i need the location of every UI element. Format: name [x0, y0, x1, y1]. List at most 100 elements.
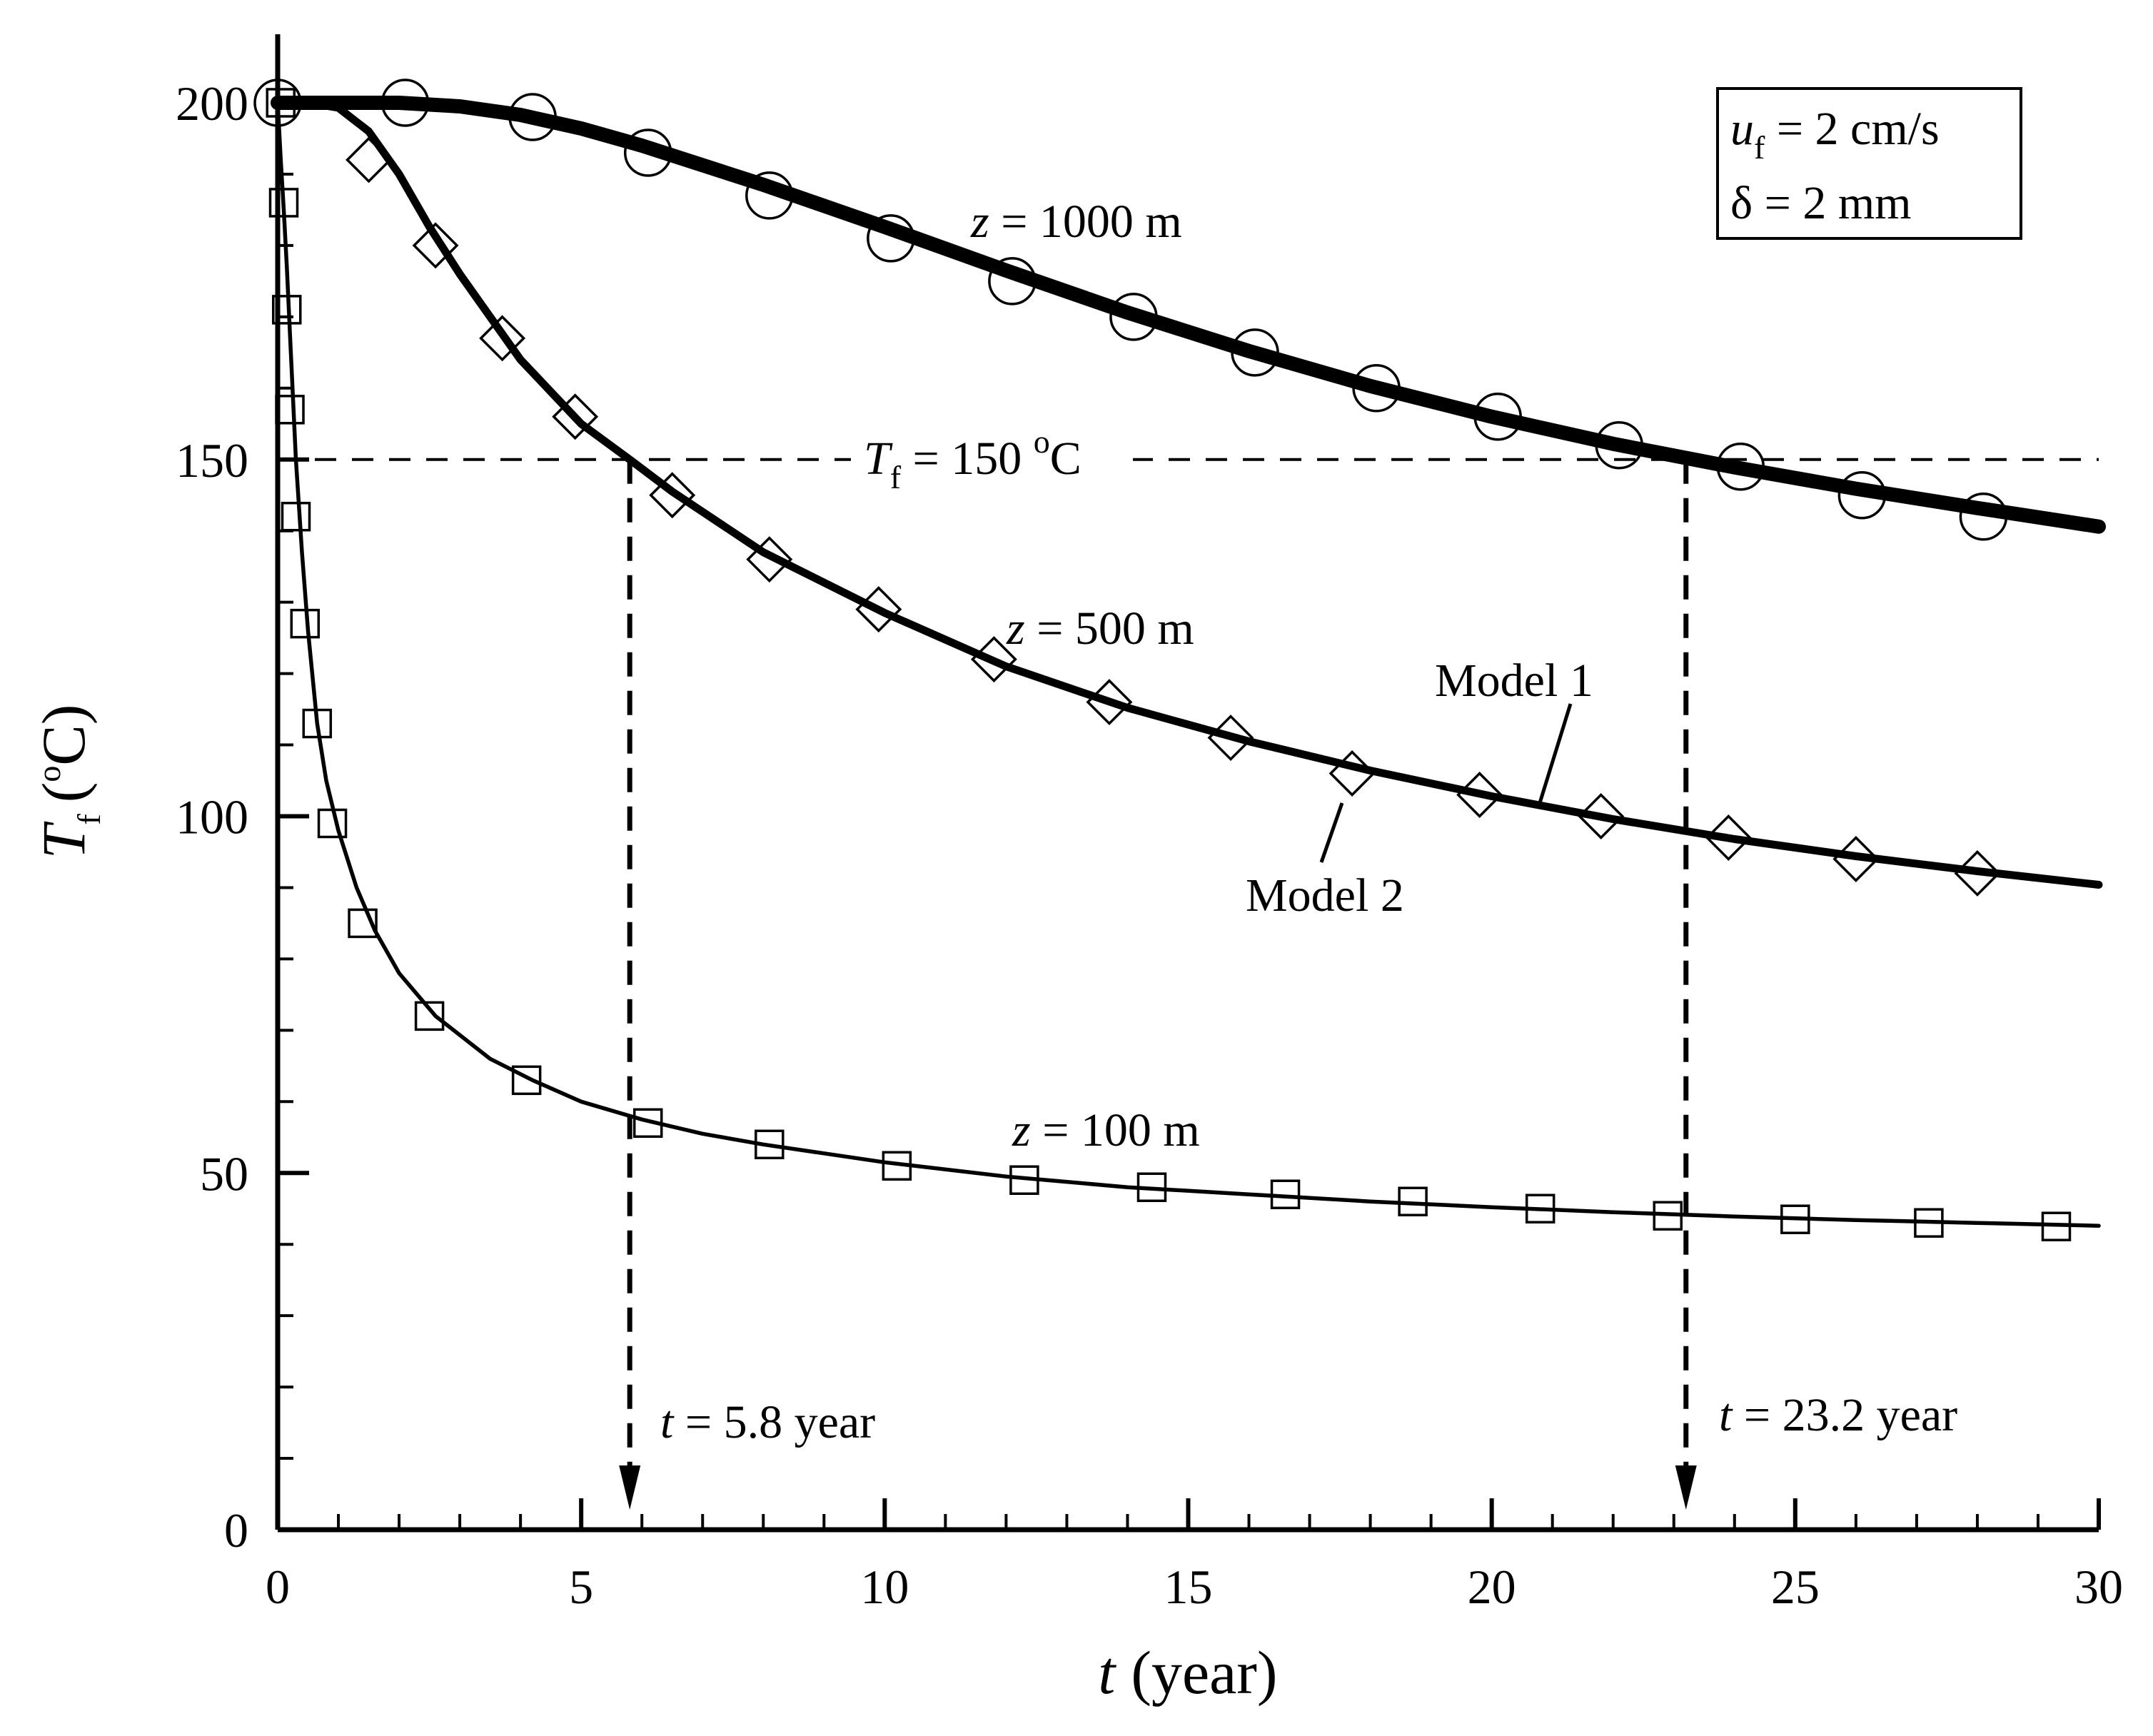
marker-z-100-3 — [272, 295, 302, 325]
marker-z-100-9 — [348, 908, 378, 939]
marker-z-100-13 — [755, 1129, 785, 1160]
marker-z-100-6 — [290, 608, 321, 639]
model1-label: Model 1 — [1435, 655, 1593, 707]
marker-z-500-7 — [855, 586, 902, 633]
label-z-1000-rest: = 1000 m — [989, 196, 1182, 248]
marker-z-1000-6 — [867, 214, 915, 263]
params-u-sub: f — [1754, 129, 1765, 166]
y-axis-sub: f — [71, 814, 107, 825]
marker-z-100-2 — [268, 188, 299, 218]
model2-leader — [1319, 802, 1344, 863]
ref-label-var: T — [864, 433, 893, 485]
drop-label-2: t = 23.2 year — [1719, 1389, 1957, 1441]
label-z-100: z = 100 m — [1012, 1104, 1200, 1156]
label-z-500: z = 500 m — [1006, 602, 1194, 655]
marker-z-1000-3 — [508, 93, 557, 141]
drop-label-2-var: t — [1719, 1389, 1733, 1441]
drop-arrowhead-1 — [619, 1465, 641, 1510]
marker-z-100-21 — [1780, 1204, 1810, 1234]
marker-z-100-20 — [1653, 1201, 1683, 1231]
drop-arrowhead-2 — [1675, 1465, 1697, 1510]
series-group — [253, 79, 2106, 1241]
y-axis-unit-rest: C) — [29, 705, 98, 766]
y-tick-label-200: 200 — [176, 76, 248, 131]
marker-z-500-3 — [479, 315, 526, 362]
marker-z-500-5 — [649, 472, 696, 519]
x-axis-title: t (year) — [1098, 1638, 1277, 1707]
ref-label-backing — [851, 428, 1133, 493]
drop-label-1-var: t — [660, 1396, 675, 1448]
marker-z-1000-13 — [1716, 442, 1765, 491]
marker-z-100-11 — [511, 1065, 542, 1096]
y-tick-label-100: 100 — [176, 790, 248, 844]
marker-z-500-15 — [1832, 835, 1880, 882]
params-box — [1716, 87, 2022, 240]
marker-z-100-17 — [1270, 1179, 1301, 1209]
marker-z-1000-4 — [623, 128, 672, 177]
marker-z-100-23 — [2041, 1211, 2072, 1241]
x-tick-label-25: 25 — [1771, 1560, 1820, 1614]
series-line-z-100 — [276, 101, 2101, 1228]
label-z-100-var: z — [1012, 1104, 1031, 1156]
reference-group — [278, 458, 2099, 1510]
marker-z-100-15 — [1009, 1165, 1039, 1195]
label-z-1000: z = 1000 m — [970, 196, 1182, 248]
marker-z-500-10 — [1207, 715, 1254, 762]
x-tick-label-30: 30 — [2074, 1560, 2123, 1614]
marker-z-1000-15 — [1959, 492, 2008, 541]
marker-z-500-9 — [1086, 679, 1133, 726]
marker-z-500-2 — [412, 222, 459, 269]
marker-z-500-1 — [346, 136, 393, 183]
marker-z-500-8 — [970, 636, 1017, 683]
marker-z-500-13 — [1578, 793, 1625, 839]
params-u-var: u — [1730, 103, 1754, 155]
y-tick-label-50: 50 — [200, 1146, 248, 1201]
marker-z-1000-8 — [1109, 293, 1158, 341]
marker-z-100-18 — [1398, 1186, 1428, 1216]
params-line-1: uf = 2 cm/s — [1730, 103, 1940, 166]
ref-label-sub: f — [890, 459, 902, 495]
marker-z-1000-7 — [988, 257, 1037, 306]
marker-z-1000-9 — [1231, 328, 1279, 377]
marker-z-500-4 — [552, 393, 599, 440]
marker-z-100-19 — [1525, 1194, 1555, 1223]
marker-z-500-6 — [746, 536, 793, 583]
marker-z-1000-11 — [1473, 393, 1522, 441]
y-axis-unit-open: ( — [29, 782, 98, 803]
x-tick-label-15: 15 — [1164, 1560, 1213, 1614]
marker-z-100-10 — [414, 1001, 445, 1031]
marker-z-100-4 — [275, 395, 305, 425]
params-u-rest: = 2 cm/s — [1765, 103, 1939, 155]
marker-z-1000-5 — [745, 171, 794, 220]
x-axis-var: t — [1098, 1638, 1116, 1707]
marker-z-100-14 — [882, 1151, 912, 1181]
marker-z-100-16 — [1136, 1172, 1167, 1202]
series-line-z-1000 — [271, 96, 2106, 534]
marker-z-100-8 — [317, 808, 348, 839]
drop-label-1: t = 5.8 year — [660, 1396, 875, 1448]
ticks-group: 0 5 10 15 20 25 30 0 50 100 150 200 — [176, 76, 2123, 1614]
ref-label-rest-b: C — [1050, 433, 1081, 485]
ref-label-sup: o — [1034, 423, 1050, 460]
x-tick-label-0: 0 — [266, 1560, 290, 1614]
label-z-500-rest: = 500 m — [1025, 602, 1194, 655]
model2-label: Model 2 — [1246, 869, 1404, 922]
label-z-500-var: z — [1006, 602, 1025, 655]
x-tick-label-10: 10 — [860, 1560, 909, 1614]
params-line-2: δ = 2 mm — [1730, 177, 1912, 229]
marker-z-100-5 — [281, 501, 311, 532]
marker-z-500-12 — [1456, 772, 1503, 818]
label-z-100-rest: = 100 m — [1031, 1104, 1200, 1156]
marker-z-1000-14 — [1837, 470, 1887, 520]
axes-group — [275, 34, 2099, 1533]
model1-leader — [1537, 703, 1573, 806]
marker-z-500-16 — [1954, 849, 2001, 897]
drop-label-2-rest: = 23.2 year — [1732, 1389, 1957, 1441]
label-z-1000-var: z — [970, 196, 989, 248]
marker-z-100-12 — [632, 1108, 663, 1139]
y-axis-unit-sup: o — [31, 766, 67, 782]
y-axis-var: T — [29, 821, 98, 859]
ref-label-rest-a: = 150 — [901, 433, 1034, 485]
marker-z-100-22 — [1914, 1208, 1944, 1238]
marker-z-500-14 — [1705, 814, 1752, 861]
